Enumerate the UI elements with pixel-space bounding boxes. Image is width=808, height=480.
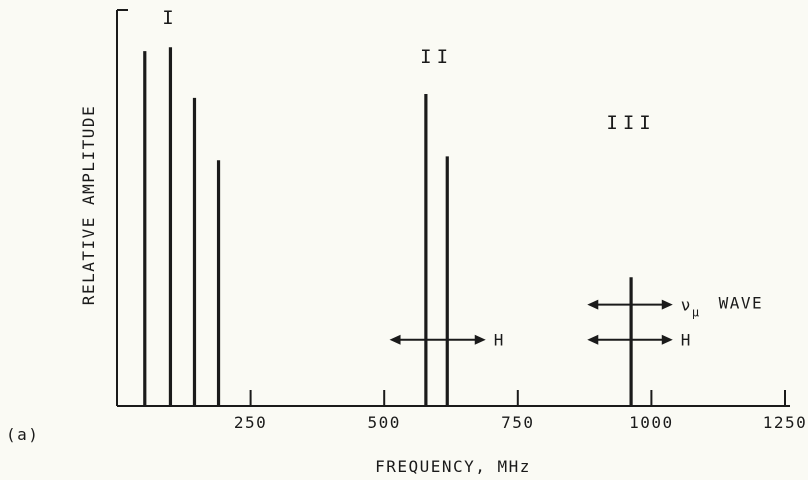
- group-label: II: [420, 46, 453, 68]
- panel-label: (a): [6, 425, 39, 444]
- arrow-head-right: [661, 334, 673, 345]
- group-label: III: [606, 112, 655, 134]
- x-tick-label: 750: [501, 413, 534, 432]
- x-tick-label: 1000: [629, 413, 674, 432]
- arrow-label: H: [494, 331, 505, 350]
- y-axis-title: RELATIVE AMPLITUDE: [79, 105, 98, 305]
- x-tick-label: 500: [367, 413, 400, 432]
- arrow-head-right: [474, 334, 486, 345]
- spectral-lines: [143, 47, 633, 406]
- arrow-head-right: [661, 299, 673, 310]
- x-axis-title: FREQUENCY, MHz: [375, 457, 531, 476]
- annotations: H Hνμ WAVE: [389, 294, 763, 350]
- arrow-head-left: [389, 334, 401, 345]
- arrow-label: H: [681, 331, 692, 350]
- arrow-head-left: [587, 334, 599, 345]
- arrow-label: νμ WAVE: [681, 294, 763, 320]
- x-ticks: 250 500 750 1000 1250: [234, 390, 808, 432]
- x-tick-label: 250: [234, 413, 267, 432]
- arrow-head-left: [587, 299, 599, 310]
- axes: [116, 9, 790, 407]
- group-label: I: [162, 7, 178, 29]
- x-tick-label: 1250: [763, 413, 808, 432]
